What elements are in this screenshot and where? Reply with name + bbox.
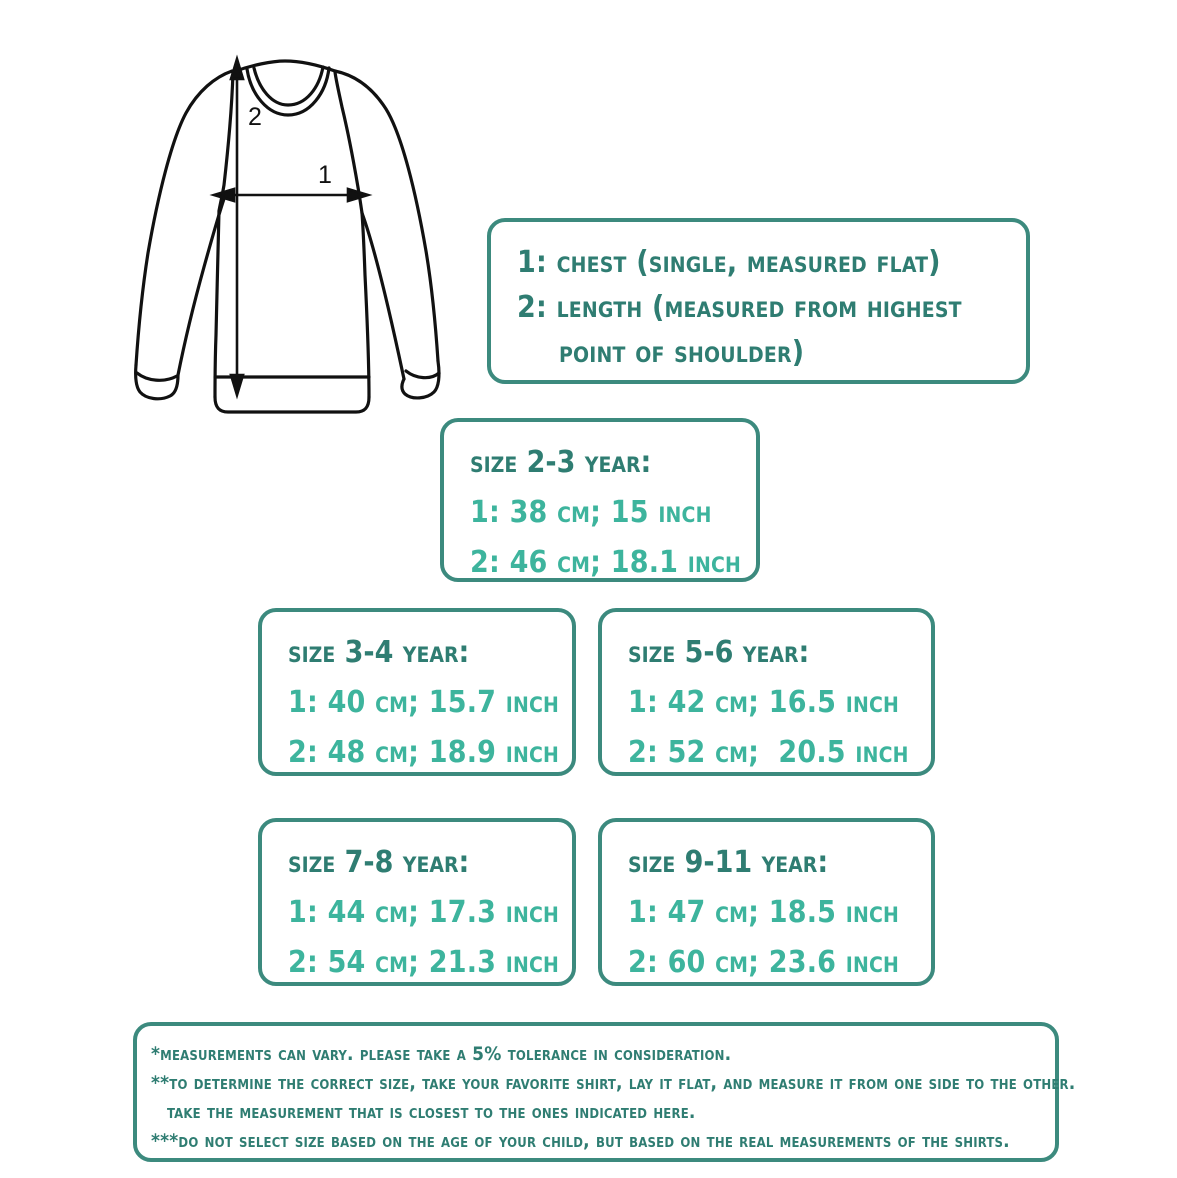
legend-line-chest: 1: Chest (single, measured flat) [517,245,941,280]
size-card-length: 2: 60 cm; 23.6 inch [628,945,900,980]
size-card-chest: 1: 44 cm; 17.3 inch [288,895,560,930]
size-card-chest: 1: 40 cm; 15.7 inch [288,685,560,720]
size-card-chest: 1: 42 cm; 16.5 inch [628,685,900,720]
size-card-chest: 1: 38 cm; 15 inch [470,495,712,530]
length-label: 2 [248,103,262,131]
size-card-5-6-year: Size 5-6 year: 1: 42 cm; 16.5 inch 2: 52… [598,608,935,776]
size-card-title: Size 7-8 year: [288,845,470,880]
size-card-length: 2: 52 cm; 20.5 inch [628,735,909,770]
size-card-title: Size 2-3 year: [470,445,652,480]
footnote-age-warning: ***Do not select size based on the age o… [151,1130,1010,1152]
size-card-9-11-year: Size 9-11 year: 1: 47 cm; 18.5 inch 2: 6… [598,818,935,986]
size-card-length: 2: 54 cm; 21.3 inch [288,945,560,980]
size-card-title: Size 9-11 year: [628,845,829,880]
footnote-how-to-measure-cont: Take the measurement that is closest to … [167,1101,696,1123]
legend-line-length-cont: point of shoulder) [559,335,805,370]
legend-line-length: 2: length (measured from highest [517,290,962,325]
size-card-3-4-year: Size 3-4 year: 1: 40 cm; 15.7 inch 2: 48… [258,608,576,776]
footnote-how-to-measure: **To determine the correct size, take yo… [151,1072,1076,1094]
footnotes-card: *Measurements can vary. Please take a 5%… [133,1022,1076,1162]
size-card-length: 2: 46 cm; 18.1 inch [470,545,742,580]
shirt-diagram: 2 1 [120,35,460,415]
size-card-chest: 1: 47 cm; 18.5 inch [628,895,900,930]
chest-label: 1 [318,161,332,189]
size-card-title: Size 3-4 year: [288,635,470,670]
size-card-title: Size 5-6 year: [628,635,810,670]
footnote-tolerance: *Measurements can vary. Please take a 5%… [151,1043,732,1065]
size-card-length: 2: 48 cm; 18.9 inch [288,735,560,770]
size-card-7-8-year: Size 7-8 year: 1: 44 cm; 17.3 inch 2: 54… [258,818,576,986]
size-card-2-3-year: Size 2-3 year: 1: 38 cm; 15 inch 2: 46 c… [440,418,760,582]
legend-card: 1: Chest (single, measured flat) 2: leng… [487,218,1030,384]
